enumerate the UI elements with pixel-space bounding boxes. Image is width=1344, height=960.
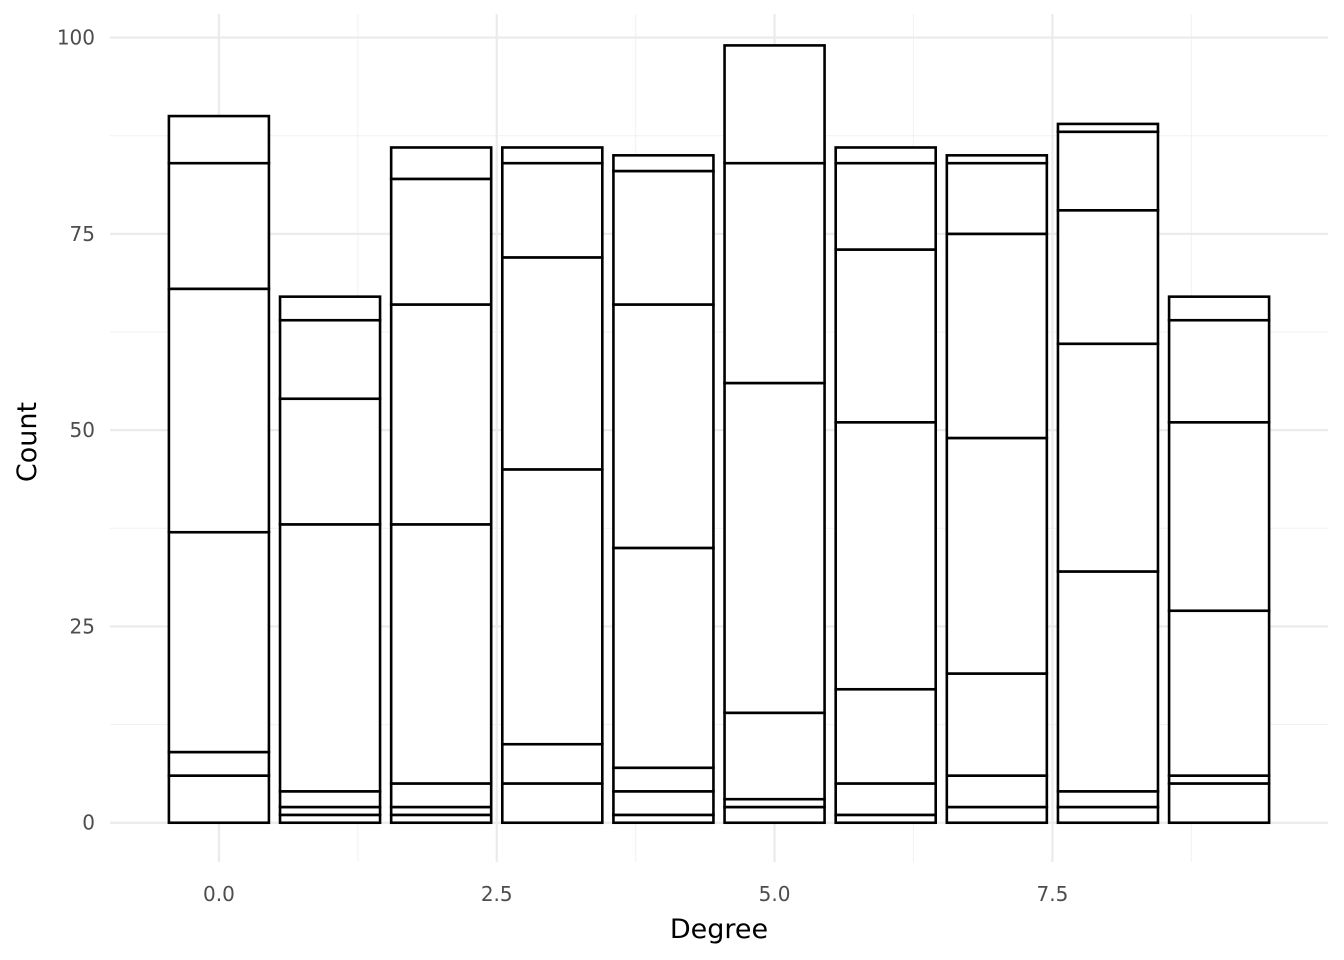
bar-segment [1167,295,1271,322]
bar-segment [167,161,271,291]
bar-stack [1167,295,1271,825]
bar-segment [1056,122,1160,134]
bar-segment [1056,130,1160,212]
bar-segment [167,287,271,534]
bar-segment [612,790,715,817]
bar-segment [834,420,938,691]
bar-segment [500,161,604,259]
y-axis-title: Count [12,402,43,482]
bar-segment [389,177,493,306]
bar-segment [834,248,938,424]
bar-stack [945,154,1049,825]
y-axis-tick-labels: 0 25 50 75 100 [57,26,95,835]
bar-segment [612,169,715,306]
bar-stack [500,146,604,825]
bar-segment [1056,805,1160,825]
x-tick-label: 0.0 [203,882,235,906]
bar-stack [278,295,382,825]
bar-segment [278,523,382,793]
bar-segment [167,774,271,825]
bar-segment [1056,208,1160,346]
bar-segment [945,232,1049,440]
bar-segment [389,523,493,785]
y-tick-label: 100 [57,26,95,50]
bar-segment [1167,609,1271,777]
bar-segment [167,750,271,777]
bar-segment [1167,318,1271,424]
bar-segment [278,790,382,809]
bar-stack [612,154,715,825]
bar-stack [1056,122,1160,825]
bar-segment [167,114,271,165]
bar-stack [723,44,826,825]
bar-segment [723,44,826,165]
bar-segment [389,782,493,809]
bar-segment [1056,790,1160,809]
bar-segment [723,805,826,825]
bars-layer [167,44,1271,825]
y-tick-label: 50 [70,418,95,442]
bar-segment [500,742,604,785]
bar-segment [278,318,382,401]
bar-stack [389,146,493,825]
x-tick-label: 2.5 [481,882,513,906]
bar-segment [834,161,938,251]
bar-segment [1167,420,1271,613]
x-tick-label: 7.5 [1036,882,1068,906]
bar-segment [945,774,1049,809]
bar-segment [834,687,938,785]
bar-segment [500,468,604,746]
bar-segment [167,530,271,754]
bar-segment [945,436,1049,675]
bar-segment [500,782,604,825]
bar-segment [723,161,826,385]
bar-segment [945,154,1049,165]
bar-segment [945,161,1049,236]
y-tick-label: 25 [70,614,95,638]
bar-segment [612,154,715,173]
bar-segment [1167,782,1271,825]
bar-segment [834,146,938,165]
y-tick-label: 75 [70,222,95,246]
bar-segment [612,766,715,793]
bar-segment [500,256,604,471]
x-tick-label: 5.0 [759,882,791,906]
bar-segment [723,711,826,801]
bar-segment [1056,342,1160,573]
bar-stack [167,114,271,825]
bar-segment [723,381,826,715]
bar-segment [945,805,1049,825]
bar-segment [612,546,715,770]
bar-segment [278,295,382,322]
x-axis-tick-labels: 0.0 2.5 5.0 7.5 [203,882,1068,906]
bar-segment [389,303,493,526]
bar-segment [278,397,382,526]
bar-segment [834,782,938,817]
y-tick-label: 0 [82,811,95,835]
bar-segment [500,146,604,165]
bar-segment [612,303,715,550]
bar-segment [1056,570,1160,793]
bar-segment [945,672,1049,777]
bar-stack [834,146,938,825]
bar-segment [389,146,493,181]
x-axis-title: Degree [670,914,768,945]
